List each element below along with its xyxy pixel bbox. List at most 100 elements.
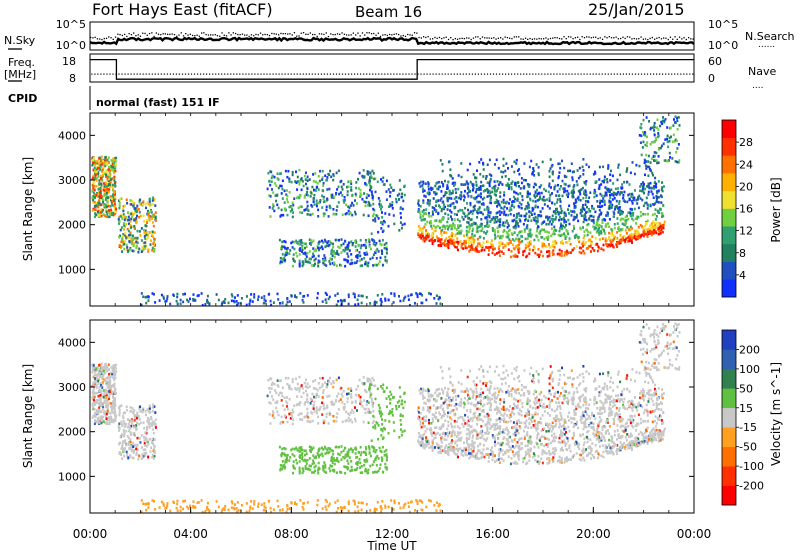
noise-search-point-99 [314,33,316,36]
noise-search-point-141 [409,34,411,36]
power-cell-740 [329,206,332,210]
power-cell-3084 [478,236,481,239]
power-cell-2747 [605,224,608,228]
power-cell-3024 [617,211,620,214]
power-cell-960 [319,246,322,250]
power-cell-367 [92,185,95,188]
power-cell-1 [108,194,111,198]
power-cell-2380 [618,209,621,212]
power-cell-80 [108,186,111,189]
power-cell-1349 [401,207,404,211]
power-cell-3210 [430,222,433,225]
velocity-cell-304 [92,381,95,385]
noise-search-point-242 [638,38,640,40]
power-cell-3652 [182,300,185,304]
noise-search-point-205 [554,37,556,39]
nave-point-44 [224,73,226,75]
power-cell-3232 [563,190,565,194]
power-cell-3642 [381,293,384,296]
power-cell-270 [114,195,117,199]
power-cell-2946 [555,208,558,212]
power-cell-2770 [532,199,535,203]
power-cell-1042 [356,256,359,259]
velocity-cell-623 [133,426,136,429]
power-cell-907 [291,173,294,177]
noise-search-point-165 [463,38,465,40]
velocity-cell-438 [154,423,157,426]
noise-search-point-176 [488,37,490,39]
power-cell-3604 [369,302,372,305]
power-cell-2273 [448,196,451,200]
power-cell-3258 [451,177,454,180]
power-cell-1607 [433,207,436,210]
power-cell-2262 [456,218,459,221]
velocity-cell-234 [97,379,100,383]
power-cell-1123 [298,259,301,263]
power-cell-3575 [354,303,357,306]
nave-point-28 [175,73,177,75]
power-cell-998 [311,241,314,244]
power-cell-3417 [638,134,641,137]
power-cell-324 [92,191,95,195]
power-cell-2703 [611,198,614,201]
nave-point-53 [251,73,253,75]
velocity-cell-245 [98,406,101,410]
power-cell-1542 [582,207,585,210]
power-cell-2046 [654,223,657,226]
power-cell-2723 [523,228,526,231]
power-cell-3640 [302,301,305,304]
power-cell-2696 [472,227,474,231]
power-cell-3247 [507,242,510,245]
power-cell-3579 [341,299,344,303]
power-cell-1447 [579,199,582,202]
power-cell-2805 [552,240,555,244]
freq-line [90,58,694,80]
power-cell-1968 [427,201,430,204]
power-cell-1617 [488,184,491,188]
power-cell-3096 [494,236,497,239]
velocity-cell-270 [114,402,117,406]
power-cell-411 [125,222,128,226]
power-cell-361 [111,160,114,163]
power-cell-2598 [563,220,566,224]
power-cell-3363 [567,169,569,173]
power-cell-3102 [514,253,517,257]
velocity-cell-17 [114,414,116,417]
velocity-cell-372 [102,407,105,411]
power-cell-1139 [307,260,310,264]
velocity-cell-544 [150,423,153,426]
noise-search-point-76 [262,34,264,36]
noise-search-point-90 [293,32,296,34]
power-cell-3044 [503,194,506,197]
velocity-cell-756 [313,395,315,399]
power-cell-3185 [453,226,456,230]
power-cell-40 [98,161,101,164]
noise-search-point-224 [597,37,599,40]
power-cell-3137 [648,229,651,233]
power-cell-1218 [315,248,317,251]
power-cell-2138 [550,217,553,221]
power-cell-661 [280,208,283,212]
power-cell-2928 [510,250,513,253]
power-cell-968 [302,262,305,266]
noise-search-point-123 [368,32,370,34]
power-cell-394 [153,240,156,244]
power-cell-1714 [465,225,468,229]
power-cell-3423 [670,135,672,139]
power-cell-1595 [564,214,567,217]
power-cell-2196 [608,201,611,204]
power-cell-2144 [526,204,529,208]
power-cell-2246 [442,184,445,188]
velocity-cell-726 [348,413,351,416]
nave-point-126 [471,73,473,75]
power-cell-899 [321,178,324,181]
power-cell-2932 [559,204,562,208]
velocity-cell-744 [332,385,335,389]
velocity-cell-135 [105,364,108,368]
power-cell-3557 [192,293,195,296]
power-cell-396 [153,198,156,201]
power-cell-3564 [325,301,328,304]
power-cell-318 [111,212,114,215]
power-cell-1557 [422,199,425,202]
nave-point-78 [326,73,328,75]
